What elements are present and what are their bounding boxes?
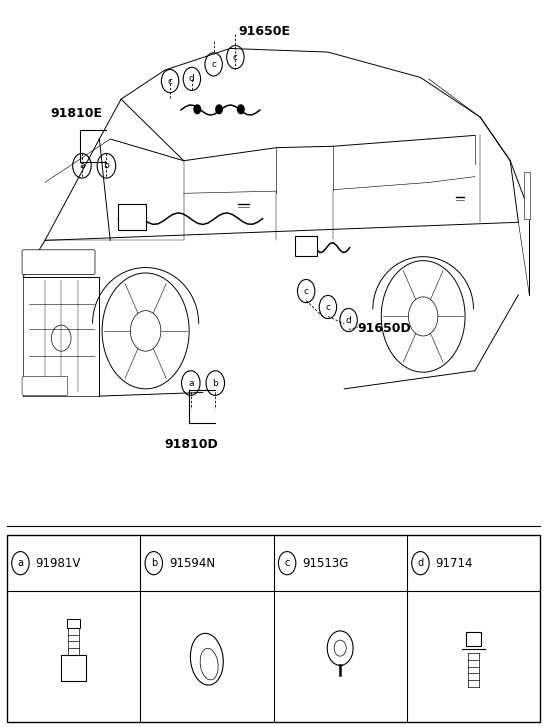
Text: 91714: 91714: [435, 557, 473, 570]
Text: 91513G: 91513G: [302, 557, 349, 570]
Circle shape: [194, 105, 201, 113]
Text: d: d: [417, 558, 423, 569]
Text: c: c: [211, 60, 216, 69]
Circle shape: [216, 105, 222, 113]
FancyBboxPatch shape: [61, 655, 86, 680]
FancyBboxPatch shape: [22, 250, 95, 274]
Text: a: a: [79, 161, 85, 170]
Text: c: c: [325, 302, 330, 311]
Text: a: a: [18, 558, 24, 569]
Text: b: b: [103, 161, 109, 170]
Text: b: b: [150, 558, 157, 569]
FancyBboxPatch shape: [67, 619, 80, 628]
Text: 91810D: 91810D: [165, 438, 218, 451]
Text: c: c: [167, 76, 173, 86]
FancyBboxPatch shape: [295, 236, 317, 257]
Text: d: d: [346, 316, 352, 324]
Ellipse shape: [200, 648, 218, 680]
Text: 91650E: 91650E: [238, 25, 290, 39]
FancyBboxPatch shape: [7, 535, 540, 722]
Circle shape: [327, 631, 353, 665]
FancyBboxPatch shape: [466, 632, 481, 646]
Text: b: b: [212, 379, 218, 387]
Text: 91981V: 91981V: [36, 557, 81, 570]
Text: a: a: [188, 379, 194, 387]
Circle shape: [334, 640, 346, 656]
Text: 91594N: 91594N: [169, 557, 215, 570]
Text: d: d: [189, 74, 195, 84]
Text: 91810E: 91810E: [50, 107, 102, 120]
FancyBboxPatch shape: [524, 172, 531, 219]
Text: c: c: [233, 52, 238, 62]
Text: c: c: [284, 558, 290, 569]
Ellipse shape: [190, 633, 223, 685]
Text: 91650D: 91650D: [358, 322, 411, 335]
Circle shape: [237, 105, 244, 113]
Text: c: c: [304, 286, 309, 296]
FancyBboxPatch shape: [22, 377, 68, 395]
FancyBboxPatch shape: [118, 204, 146, 230]
